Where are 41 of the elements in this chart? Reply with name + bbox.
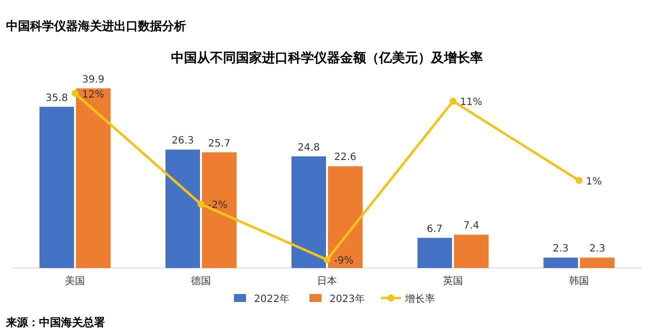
bar <box>291 156 326 268</box>
data-label: 35.8 <box>46 92 68 104</box>
data-label: 12% <box>82 89 104 100</box>
data-label: 6.7 <box>426 224 443 235</box>
point <box>72 90 78 97</box>
point <box>324 256 330 264</box>
x-tick-label: 韩国 <box>569 275 589 287</box>
legend-label: 2023年 <box>329 293 365 305</box>
chart-subtitle: 中国科学仪器海关进出口数据分析 <box>6 19 186 33</box>
data-label: 22.6 <box>334 152 356 164</box>
bar <box>543 258 578 268</box>
bar <box>328 166 363 268</box>
source-note: 来源：中国海关总署 <box>5 316 105 329</box>
chart-title: 中国从不同国家进口科学仪器金额（亿美元）及增长率 <box>171 50 483 66</box>
x-tick-label: 英国 <box>443 275 463 287</box>
data-label: 11% <box>460 97 482 108</box>
data-label: 2.3 <box>589 244 606 255</box>
bar <box>417 238 452 268</box>
bar <box>454 234 489 268</box>
point <box>576 176 582 184</box>
data-label: 39.9 <box>82 74 104 86</box>
x-tick-label: 日本 <box>317 275 337 287</box>
legend-label: 2022年 <box>254 293 290 305</box>
data-label: 7.4 <box>463 220 480 232</box>
bar <box>165 150 200 268</box>
bar <box>39 106 74 268</box>
x-tick-label: 德国 <box>191 276 211 287</box>
data-label: 26.3 <box>172 136 194 147</box>
data-label: 2.3 <box>552 244 569 255</box>
bar <box>580 258 615 268</box>
data-label: 24.8 <box>298 142 320 154</box>
x-tick-label: 美国 <box>65 275 85 287</box>
bar <box>76 88 111 268</box>
bar <box>202 152 237 268</box>
data-label: -9% <box>334 256 354 267</box>
point <box>198 200 204 208</box>
point <box>450 98 456 105</box>
data-label: -2% <box>208 200 228 212</box>
legend-label: 增长率 <box>404 293 435 305</box>
data-label: 1% <box>586 176 602 188</box>
data-label: 25.7 <box>208 138 230 150</box>
